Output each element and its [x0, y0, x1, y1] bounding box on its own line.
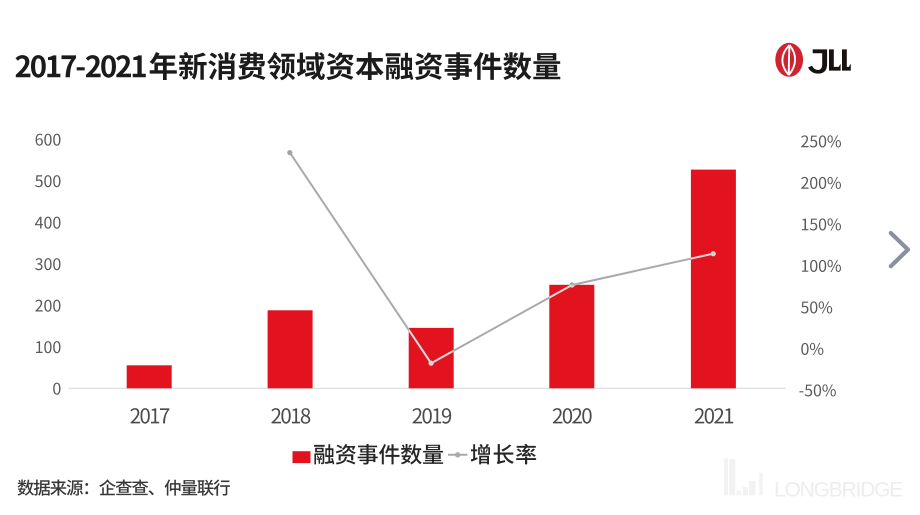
svg-text:LONGBRIDGE: LONGBRIDGE	[774, 479, 903, 502]
